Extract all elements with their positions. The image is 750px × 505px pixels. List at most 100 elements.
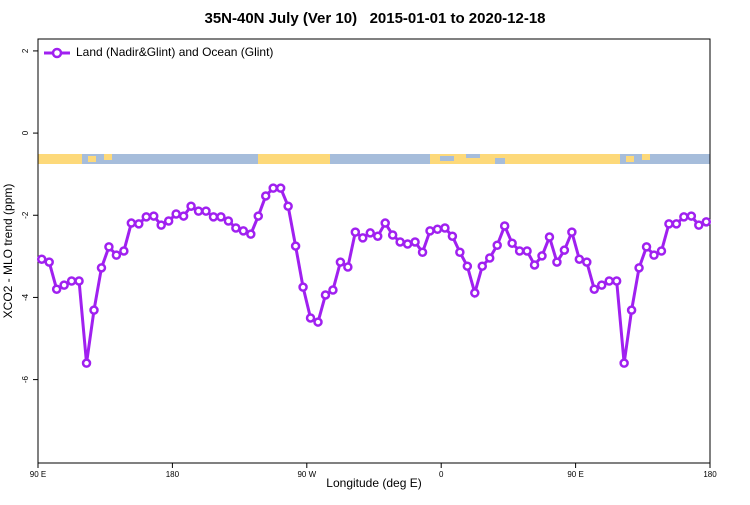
data-point [455,247,465,257]
data-point [231,223,241,233]
data-point [171,209,181,219]
data-point [156,220,166,230]
data-point [477,261,488,271]
data-point [589,284,600,294]
data-point [163,216,174,226]
data-point [148,211,159,221]
data-point [417,247,428,257]
data-point [104,242,114,252]
data-point [238,226,249,236]
data-point [611,276,622,286]
land-ocean-strip [38,154,710,164]
legend-marker [51,47,63,59]
y-tick-label: -6 [21,375,30,383]
data-point [656,246,667,256]
data-point [328,285,338,295]
y-tick-label: -2 [21,211,30,219]
data-point [343,262,353,272]
data-point [283,201,293,211]
data-point [305,313,316,323]
data-point [59,280,69,290]
data-point [664,219,674,229]
data-point [402,239,413,249]
y-tick-label: -4 [21,293,30,301]
x-tick-label: 90 E [30,470,46,479]
data-point [193,206,204,216]
x-axis-label: Longitude (deg E) [326,476,421,490]
x-tick-label: 90 E [567,470,583,479]
data-point [671,219,682,229]
data-point [395,237,405,247]
data-point [81,358,92,368]
data-point [604,276,614,286]
data-point [96,263,107,273]
data-point [268,183,278,193]
data-point [201,206,211,216]
data-point [440,223,450,233]
data-point [679,212,689,222]
data-point [216,212,226,222]
data-point [634,263,644,273]
legend-label: Land (Nadir&Glint) and Ocean (Glint) [76,45,273,59]
data-point [567,227,577,237]
data-point [186,201,196,211]
data-point [649,250,659,260]
data-point [574,254,585,264]
data-point [582,257,592,267]
data-point [544,232,555,242]
data-point [126,218,137,228]
data-point [432,224,443,234]
data-point [484,253,495,263]
data-point [626,305,637,315]
data-point [66,276,77,286]
data-point [470,288,480,298]
data-point [141,212,152,222]
data-point [492,240,502,250]
data-point [694,220,704,230]
data-point [619,358,629,368]
data-point [507,238,517,248]
data-point [537,251,547,261]
data-point [552,257,562,267]
data-point [51,284,62,294]
data-point [410,237,420,247]
y-tick-label: 2 [21,48,30,53]
data-point [260,191,271,201]
y-tick-label: 0 [21,130,30,135]
data-point [290,241,301,251]
data-point [335,257,346,267]
legend: Land (Nadir&Glint) and Ocean (Glint) [44,45,273,59]
data-point [223,216,234,226]
data-point [36,254,47,264]
data-point [119,246,129,256]
x-tick-label: 0 [439,470,444,479]
x-tick-label: 90 W [297,470,316,479]
data-point [514,246,525,256]
data-point [522,246,532,256]
data-point [320,290,331,300]
data-point [447,231,458,241]
data-point [253,211,264,221]
data-point [350,227,361,237]
data-point [596,280,607,290]
chart-title: 35N-40N July (Ver 10) 2015-01-01 to 2020… [204,10,545,27]
x-tick-label: 180 [166,470,180,479]
data-point [358,233,368,243]
x-tick-label: 180 [703,470,717,479]
data-point [275,183,286,193]
data-point [641,242,652,252]
data-point [701,217,712,227]
data-point [89,305,99,315]
plot-frame [37,38,711,464]
data-point [425,226,435,236]
data-point [499,221,510,231]
data-point [74,276,84,286]
data-point [111,250,122,260]
data-point [372,231,383,241]
series-line [41,186,707,364]
data-point [313,317,323,327]
data-point [44,257,54,267]
data-point [387,230,398,240]
data-point [178,211,189,221]
data-point [298,282,308,292]
